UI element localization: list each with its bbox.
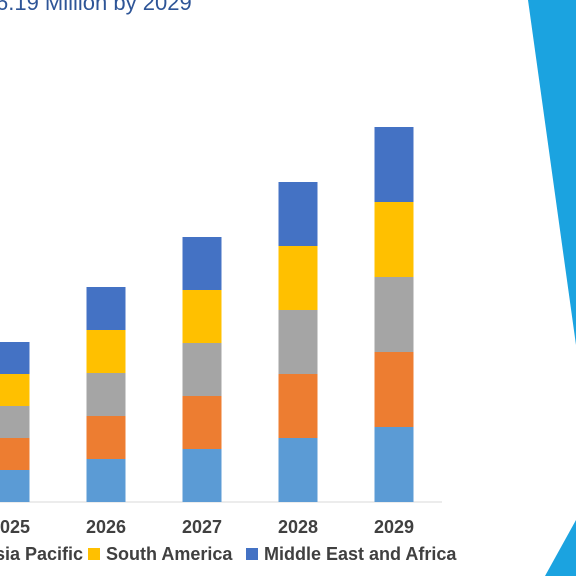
- legend-label: Middle East and Africa: [264, 544, 457, 564]
- bar-segment: [86, 416, 126, 459]
- x-tick-label: 2028: [278, 517, 318, 537]
- bar-segment: [0, 342, 30, 374]
- bar-segment: [374, 202, 414, 277]
- bar-segment: [278, 246, 318, 310]
- bar-segment: [374, 352, 414, 427]
- legend-swatch: [88, 548, 100, 560]
- bar-segment: [374, 427, 414, 502]
- bar-segment: [182, 449, 222, 502]
- bar-segment: [374, 127, 414, 202]
- x-tick-label: 2027: [182, 517, 222, 537]
- bar-segment: [86, 287, 126, 330]
- bar-segment: [0, 406, 30, 438]
- bar-segment: [182, 237, 222, 290]
- x-tick-label: 2026: [86, 517, 126, 537]
- chart-title: 6.19 Million by 2029: [0, 0, 192, 15]
- bar-segment: [278, 310, 318, 374]
- bar-segment: [182, 396, 222, 449]
- legend-swatch: [246, 548, 258, 560]
- bar-segment: [182, 343, 222, 396]
- x-tick-label: 2029: [374, 517, 414, 537]
- legend-label: Asia Pacific: [0, 544, 83, 564]
- legend-label: South America: [106, 544, 233, 564]
- decoration-band: [528, 0, 576, 345]
- bar-segment: [278, 374, 318, 438]
- x-tick-label: 2025: [0, 517, 30, 537]
- bar-segment: [182, 290, 222, 343]
- bar-segment: [374, 277, 414, 352]
- decoration-band: [545, 520, 576, 576]
- bar-segment: [86, 459, 126, 502]
- bar-segment: [278, 182, 318, 246]
- bar-segment: [86, 330, 126, 373]
- bar-segment: [278, 438, 318, 502]
- bar-segment: [0, 470, 30, 502]
- bar-segment: [0, 374, 30, 406]
- bar-segment: [0, 438, 30, 470]
- bar-segment: [86, 373, 126, 416]
